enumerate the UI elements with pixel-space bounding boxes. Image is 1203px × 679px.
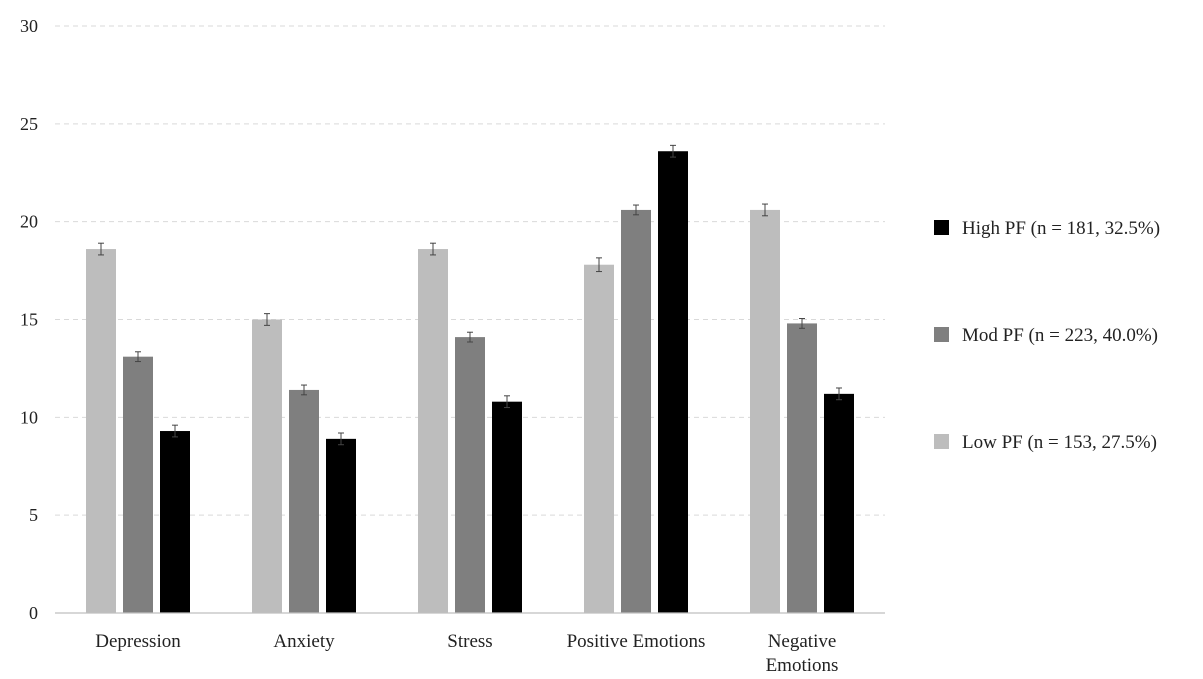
- bar: [621, 209, 651, 613]
- x-tick-label: Negative Emotions: [766, 631, 839, 676]
- bar: [492, 401, 522, 613]
- x-axis: Depression Anxiety Stress Positive Emotions…: [55, 612, 885, 676]
- y-tick-label: 25: [20, 114, 38, 134]
- y-tick-label: 15: [20, 310, 38, 330]
- y-tick-label: 30: [20, 16, 38, 36]
- bar: [584, 264, 614, 613]
- bar: [289, 389, 319, 613]
- bars: [86, 144, 854, 613]
- x-tick-label: Stress: [447, 631, 492, 652]
- x-tick-label: Depression: [95, 631, 181, 652]
- legend-label: Low PF (n = 153, 27.5%): [962, 432, 1157, 453]
- bar: [86, 249, 116, 613]
- y-tick-label: 5: [29, 505, 38, 525]
- bar: [160, 431, 190, 613]
- bar: [750, 209, 780, 613]
- y-axis: 0 5 10 15 20 25 30: [20, 16, 38, 623]
- legend-label: High PF (n = 181, 32.5%): [962, 218, 1160, 239]
- bar: [123, 356, 153, 613]
- y-tick-label: 10: [20, 407, 38, 427]
- bar: [418, 249, 448, 613]
- y-tick-label: 20: [20, 212, 38, 232]
- legend-swatch: [934, 327, 949, 342]
- legend-label: Mod PF (n = 223, 40.0%): [962, 325, 1158, 346]
- bar: [326, 438, 356, 613]
- bar: [658, 151, 688, 613]
- x-tick-label: Anxiety: [273, 631, 335, 652]
- legend-swatch: [934, 220, 949, 235]
- x-tick-label: Positive Emotions: [567, 631, 706, 652]
- legend: High PF (n = 181, 32.5%) Mod PF (n = 223,…: [934, 218, 1160, 453]
- y-tick-label: 0: [29, 603, 38, 623]
- bar: [455, 337, 485, 613]
- legend-swatch: [934, 434, 949, 449]
- bar: [824, 393, 854, 613]
- bar: [787, 323, 817, 613]
- bar: [252, 319, 282, 613]
